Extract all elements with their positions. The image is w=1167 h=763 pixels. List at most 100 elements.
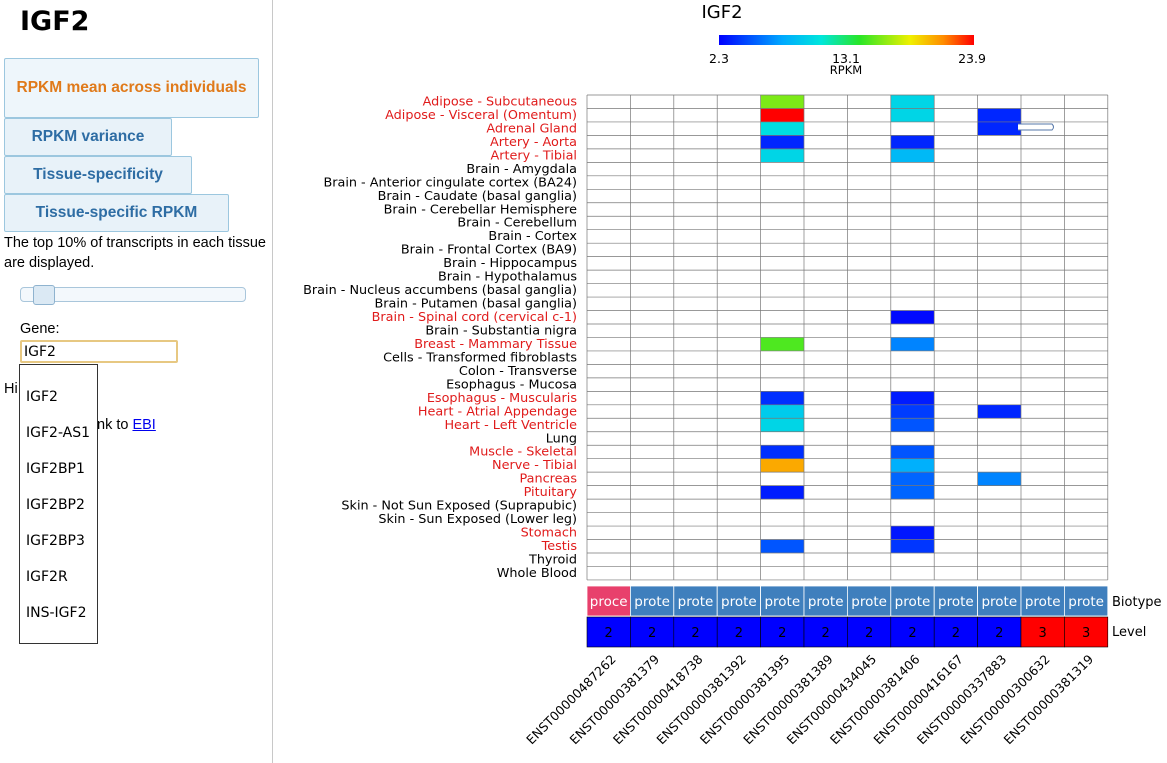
- level-cell: [1064, 616, 1109, 648]
- biotype-label: proce: [590, 594, 628, 610]
- left-panel: IGF2 RPKM mean across individuals RPKM v…: [0, 0, 273, 763]
- heatmap-cell: [890, 418, 935, 432]
- heatmap-cell: [760, 404, 804, 419]
- heatmap-cell: [890, 135, 935, 149]
- biotype-label: prote: [678, 594, 714, 610]
- level-cell: [933, 616, 978, 648]
- heatmap-cell: [890, 472, 935, 486]
- level-label: 2: [995, 626, 1003, 641]
- tissue-label: Brain - Nucleus accumbens (basal ganglia…: [303, 283, 577, 298]
- tissue-label: Adipose - Subcutaneous: [423, 95, 578, 110]
- link-prefix: nk to: [97, 417, 129, 433]
- tissue-label: Artery - Tibial: [490, 148, 577, 163]
- tissue-label: Brain - Amygdala: [466, 162, 577, 177]
- autocomplete-item[interactable]: IGF2R: [26, 569, 68, 585]
- biotype-cell: [1064, 585, 1109, 617]
- level-label: 2: [691, 626, 699, 641]
- level-cell: [716, 616, 761, 648]
- level-label: 3: [1039, 626, 1047, 641]
- tab-rpkm-mean[interactable]: RPKM mean across individuals: [4, 58, 259, 118]
- biotype-label: prote: [851, 594, 887, 610]
- autocomplete-item[interactable]: IGF2-AS1: [26, 425, 91, 441]
- heatmap-cell: [760, 108, 804, 122]
- tissue-label: Pituitary: [524, 485, 578, 500]
- chart-title: IGF2: [701, 2, 742, 23]
- tab-tissue-specificity[interactable]: Tissue-specificity: [4, 156, 192, 194]
- tooltip-marker: [1018, 123, 1054, 131]
- tissue-label: Cells - Transformed fibroblasts: [383, 350, 577, 365]
- tissue-label: Brain - Cerebellum: [457, 216, 577, 231]
- autocomplete-item[interactable]: IGF2: [26, 389, 58, 405]
- tissue-label: Adipose - Visceral (Omentum): [385, 108, 577, 123]
- biotype-label: prote: [895, 594, 931, 610]
- tissue-label: Skin - Not Sun Exposed (Suprapubic): [341, 499, 577, 514]
- autocomplete-item[interactable]: IGF2BP1: [26, 461, 85, 477]
- heatmap-cell: [760, 418, 804, 432]
- biotype-label: prote: [634, 594, 670, 610]
- heatmap-cell: [760, 445, 804, 459]
- biotype-cell: [977, 585, 1022, 617]
- autocomplete-item[interactable]: IGF2BP2: [26, 497, 85, 513]
- colorbar: [719, 35, 974, 45]
- autocomplete-item[interactable]: INS-IGF2: [26, 605, 87, 621]
- heatmap-cell: [890, 458, 935, 473]
- biotype-label: prote: [1068, 594, 1104, 610]
- colorbar-tick-label: 13.1: [832, 51, 860, 66]
- heatmap-cell: [890, 95, 935, 109]
- autocomplete-item[interactable]: IGF2BP3: [26, 533, 85, 549]
- heatmap-cell: [760, 391, 804, 405]
- heatmap-cell: [760, 95, 804, 109]
- slider-handle[interactable]: [33, 285, 55, 305]
- heatmap-cell: [890, 539, 935, 553]
- level-label: 2: [605, 626, 613, 641]
- threshold-slider[interactable]: [20, 285, 246, 305]
- tissue-label: Brain - Anterior cingulate cortex (BA24): [323, 175, 577, 190]
- heatmap-cell: [760, 485, 804, 500]
- biotype-cell: [890, 585, 935, 617]
- tissue-label: Lung: [546, 431, 577, 446]
- level-label: 3: [1082, 626, 1090, 641]
- heatmap-cell: [977, 108, 1021, 122]
- tissue-label: Stomach: [521, 526, 577, 541]
- tab-tissue-specific-rpkm[interactable]: Tissue-specific RPKM: [4, 194, 229, 232]
- heatmap-cell: [890, 310, 935, 324]
- level-label: 2: [865, 626, 873, 641]
- biotype-cell: [716, 585, 762, 617]
- tissue-label: Testis: [541, 539, 578, 554]
- ebi-link[interactable]: EBI: [132, 417, 156, 433]
- level-cell: [847, 616, 892, 648]
- heatmap-cell: [760, 121, 804, 136]
- level-label: 2: [952, 626, 960, 641]
- heatmap-cell: [760, 458, 804, 473]
- tissue-label: Brain - Putamen (basal ganglia): [374, 297, 577, 312]
- level-label: 2: [908, 626, 916, 641]
- heatmap-cell: [890, 404, 935, 419]
- level-cell: [673, 616, 718, 648]
- heatmap-cell: [977, 404, 1021, 419]
- tissue-label: Brain - Caudate (basal ganglia): [378, 189, 577, 204]
- heatmap-cell: [890, 148, 935, 163]
- tissue-label: Esophagus - Muscularis: [427, 391, 577, 406]
- heatmap-cell: [760, 148, 804, 163]
- tissue-label: Skin - Sun Exposed (Lower leg): [378, 512, 577, 527]
- gene-label: Gene:: [20, 321, 60, 337]
- tissue-label: Colon - Transverse: [459, 364, 577, 379]
- level-label: 2: [648, 626, 656, 641]
- tissue-label: Adrenal Gland: [486, 121, 577, 136]
- tissue-label: Brain - Spinal cord (cervical c-1): [372, 310, 577, 325]
- biotype-cell: [803, 585, 848, 617]
- link-text: nk to EBI: [97, 417, 156, 433]
- gene-input[interactable]: [20, 340, 178, 363]
- heatmap-cell: [760, 539, 804, 553]
- heatmap-cell: [977, 121, 1021, 136]
- tab-rpkm-variance[interactable]: RPKM variance: [4, 118, 172, 156]
- tissue-label: Brain - Hippocampus: [443, 256, 577, 271]
- tissue-label: Brain - Cerebellar Hemisphere: [384, 202, 578, 217]
- heatmap-cell: [890, 526, 935, 540]
- heatmap-cell: [760, 337, 804, 351]
- tissue-label: Brain - Hypothalamus: [438, 270, 577, 285]
- gene-title: IGF2: [20, 6, 90, 37]
- heatmap-cell: [890, 445, 935, 459]
- tissue-label: Brain - Cortex: [488, 229, 577, 244]
